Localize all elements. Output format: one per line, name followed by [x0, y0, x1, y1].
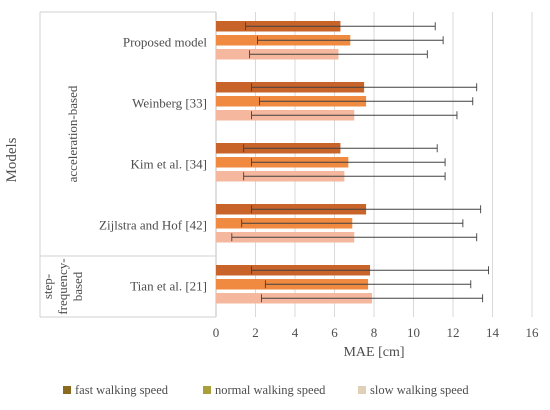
x-axis-label: MAE [cm] [343, 345, 404, 360]
x-tick-label: 0 [213, 325, 220, 340]
x-tick-label: 2 [252, 325, 259, 340]
y-axis-label: Models [4, 137, 20, 182]
category-label: Kim et al. [34] [130, 157, 207, 172]
legend-swatch [63, 386, 71, 394]
legend: fast walking speed normal walking speed sl… [63, 383, 469, 397]
category-label: Tian et al. [21] [130, 279, 207, 294]
x-tick-label: 12 [447, 325, 460, 340]
x-tick-label: 16 [526, 325, 540, 340]
x-tick-labels: 0 2 4 6 8 10 12 14 16 [213, 325, 539, 340]
group-label-step-frequency-line: step- [40, 274, 55, 299]
x-tick-label: 14 [486, 325, 500, 340]
legend-label: normal walking speed [215, 383, 326, 397]
group-label-acceleration-based: acceleration-based [65, 85, 80, 182]
category-label: Proposed model [123, 35, 208, 50]
category-label: Weinberg [33] [132, 96, 207, 111]
legend-swatch [203, 386, 211, 394]
group-label-step-frequency-line: frequency- [55, 258, 70, 314]
legend-swatch [358, 386, 366, 394]
error-bars [231, 22, 489, 303]
group-label-step-frequency-line: based [70, 271, 85, 301]
x-tick-label: 8 [371, 325, 378, 340]
x-tick-label: 10 [407, 325, 420, 340]
legend-label: fast walking speed [75, 383, 169, 397]
category-label: Zijlstra and Hof [42] [99, 218, 207, 233]
x-tick-label: 6 [331, 325, 338, 340]
x-tick-label: 4 [292, 325, 299, 340]
legend-label: slow walking speed [370, 383, 469, 397]
category-labels: acceleration-based step-frequency-based Pr… [40, 35, 207, 315]
